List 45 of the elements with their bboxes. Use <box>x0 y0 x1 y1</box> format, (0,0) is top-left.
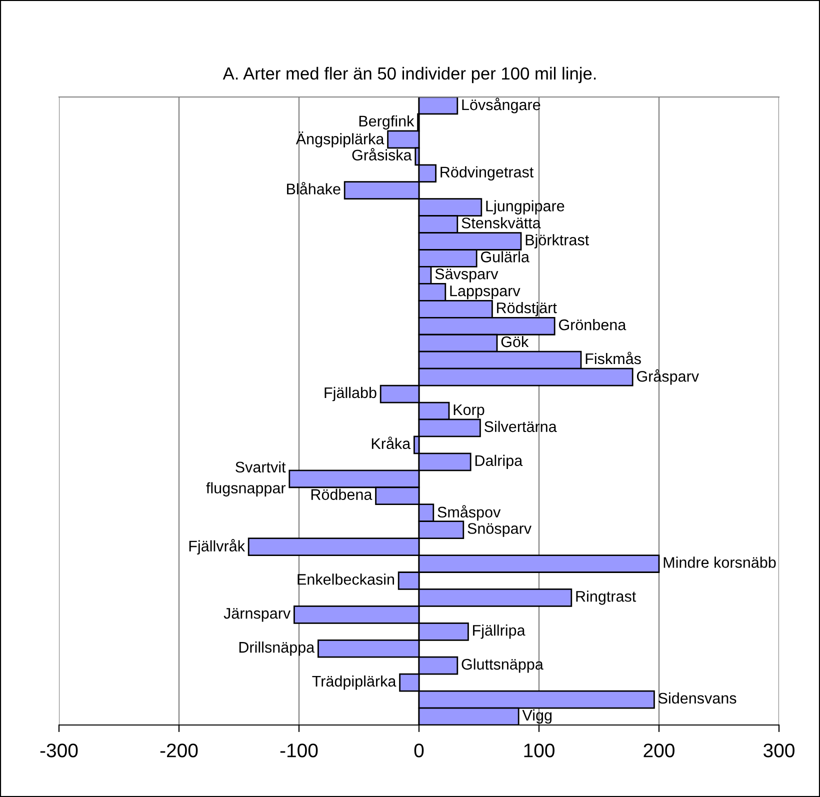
y-tick-label: Rödbena <box>311 488 372 500</box>
y-tick-label: Björktrast <box>526 234 590 248</box>
y-tick-label: Gluttsnäppa <box>462 658 544 673</box>
x-tick-label: 200 <box>644 744 674 758</box>
x-tick-label: 0 <box>414 744 424 758</box>
x-tick-label: -200 <box>160 744 198 758</box>
y-tick-label: Rödvingetrast <box>440 166 534 180</box>
y-tick-label: Mindre korsnäbb <box>664 556 776 568</box>
y-tick-label: Fiskmås <box>586 352 641 364</box>
y-tick-label: Blåhake <box>287 182 340 194</box>
x-tick-label: -100 <box>280 744 318 758</box>
y-tick-label: Ängspiplärka <box>296 131 384 148</box>
y-tick-label: Sävsparv <box>435 268 498 282</box>
y-tick-label: Gök <box>501 336 529 348</box>
y-tick-label: Drillsnäppa <box>239 642 315 656</box>
y-tick-label: Bergfink <box>359 115 414 130</box>
y-tick-label: Ljungpipare <box>486 200 564 214</box>
y-tick-label: Enkelbeckasin <box>298 574 394 585</box>
y-tick-label: Fjällabb <box>324 386 376 402</box>
y-tick-label: Fjällvråk <box>189 539 246 555</box>
chart-title: A. Arter med fler än 50 individer per 100 mil linje. <box>222 66 596 84</box>
y-tick-label: Gråsparv <box>636 369 699 385</box>
y-tick-label: Fjällripa <box>473 624 526 639</box>
y-tick-label: Lövsångare <box>462 98 540 114</box>
y-tick-label: Järnsparv <box>224 608 291 622</box>
x-tick-label: 300 <box>764 744 794 758</box>
y-tick-label: Sidensvans <box>658 692 736 704</box>
y-tick-label: Lappsparv <box>450 286 520 300</box>
x-tick-label: -300 <box>40 744 78 758</box>
y-tick-label: Stenskvätta <box>462 217 541 228</box>
y-tick-label: Dalripa <box>475 454 523 470</box>
y-tick-label: Gråsiska <box>352 148 412 161</box>
y-tick-label: Rödstjärt <box>497 302 557 316</box>
y-tick-label: Gulärla <box>480 251 530 262</box>
y-tick-label: Trädpiplärka <box>312 675 396 690</box>
y-tick-label: Ringtrast <box>576 590 636 605</box>
y-tick-label: Småspov <box>438 505 501 521</box>
y-tick-label: Vigg <box>522 709 552 724</box>
y-tick-label: Grönbena <box>558 319 626 330</box>
y-tick-label: Snösparv <box>468 523 532 537</box>
y-tick-label: Silvertärna <box>484 420 557 432</box>
y-tick-label: Korp <box>454 404 484 418</box>
y-tick-label: Svartvit flugsnappar <box>206 461 286 496</box>
y-tick-label: Kråka <box>372 436 411 450</box>
x-tick-label: 100 <box>524 744 554 758</box>
